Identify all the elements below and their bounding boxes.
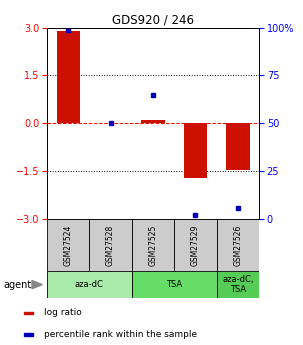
Bar: [174, 219, 217, 271]
Text: log ratio: log ratio: [44, 308, 82, 317]
Bar: [217, 219, 259, 271]
Bar: [217, 271, 259, 298]
Polygon shape: [32, 280, 42, 289]
Text: GSM27528: GSM27528: [106, 224, 115, 266]
Bar: [184, 123, 207, 178]
Bar: [132, 271, 217, 298]
Text: aza-dC: aza-dC: [75, 280, 104, 289]
Bar: [47, 271, 132, 298]
Text: aza-dC,
TSA: aza-dC, TSA: [222, 275, 254, 294]
Bar: [226, 123, 250, 170]
Text: percentile rank within the sample: percentile rank within the sample: [44, 330, 197, 339]
Bar: [47, 219, 89, 271]
Bar: [132, 219, 174, 271]
Text: GSM27525: GSM27525: [148, 224, 158, 266]
Text: GSM27529: GSM27529: [191, 224, 200, 266]
Bar: [89, 219, 132, 271]
Text: agent: agent: [3, 280, 31, 290]
Text: GSM27524: GSM27524: [64, 224, 73, 266]
Text: GSM27526: GSM27526: [233, 224, 242, 266]
Title: GDS920 / 246: GDS920 / 246: [112, 13, 194, 27]
Bar: [24, 312, 33, 314]
Bar: [141, 119, 165, 123]
Text: TSA: TSA: [166, 280, 182, 289]
Bar: [24, 333, 33, 336]
Bar: [56, 31, 80, 123]
